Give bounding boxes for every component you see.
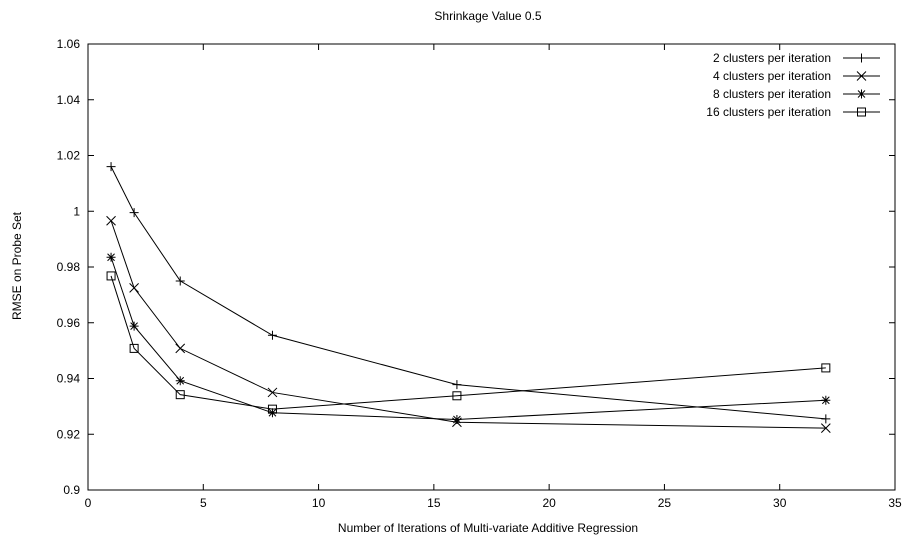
data-point-star <box>452 414 462 424</box>
y-tick-label: 0.92 <box>57 427 81 441</box>
data-point-star <box>106 252 116 262</box>
data-point-star <box>175 376 185 386</box>
data-point-cross <box>267 387 278 398</box>
legend: 2 clusters per iteration 4 clusters per i… <box>706 51 880 119</box>
data-point-star <box>821 395 831 405</box>
data-point-cross <box>175 343 186 354</box>
series-4 <box>106 271 831 414</box>
legend-entry: 4 clusters per iteration <box>713 69 880 83</box>
data-point-square <box>129 343 139 353</box>
y-tick-label: 0.9 <box>63 483 80 497</box>
series-layer <box>106 162 831 433</box>
data-point-square <box>452 391 462 401</box>
legend-entry: 16 clusters per iteration <box>706 105 880 119</box>
chart-title: Shrinkage Value 0.5 <box>434 9 542 23</box>
series-line <box>110 220 826 429</box>
data-point-square <box>821 363 831 373</box>
y-tick-label: 1 <box>73 204 80 218</box>
y-tick-label: 0.96 <box>57 316 81 330</box>
legend-label: 16 clusters per iteration <box>706 105 831 119</box>
data-point-star <box>129 321 139 331</box>
x-tick-label: 15 <box>427 496 441 510</box>
y-tick-label: 1.06 <box>57 37 81 51</box>
y-tick-label: 1.02 <box>57 149 81 163</box>
legend-marker <box>856 71 867 81</box>
y-axis-label: RMSE on Probe Set <box>10 211 24 320</box>
x-tick-label: 0 <box>85 496 92 510</box>
data-point-plus <box>821 414 831 424</box>
axis-ticks: 0 5 10 15 20 25 30 35 0.9 0.92 0.94 0.96 0.98 1 1.02 1.… <box>57 37 902 510</box>
data-point-square <box>267 404 277 414</box>
data-point-square <box>175 390 185 400</box>
series-line <box>110 257 826 420</box>
x-tick-label: 20 <box>542 496 556 510</box>
data-point-plus <box>129 208 139 218</box>
data-point-plus <box>106 162 116 172</box>
data-point-plus <box>267 330 277 340</box>
legend-marker <box>857 53 866 63</box>
data-point-plus <box>175 276 185 286</box>
legend-label: 4 clusters per iteration <box>713 69 831 83</box>
series-line <box>110 166 826 420</box>
data-point-square <box>106 271 116 281</box>
legend-label: 8 clusters per iteration <box>713 87 831 101</box>
legend-entry: 8 clusters per iteration <box>713 87 880 101</box>
legend-entry: 2 clusters per iteration <box>713 51 880 65</box>
data-point-plus <box>452 380 462 390</box>
x-tick-label: 35 <box>888 496 902 510</box>
x-axis-label: Number of Iterations of Multi-variate Ad… <box>338 521 638 535</box>
legend-label: 2 clusters per iteration <box>713 51 831 65</box>
x-tick-label: 25 <box>658 496 672 510</box>
x-tick-label: 30 <box>773 496 787 510</box>
y-tick-label: 0.94 <box>57 372 81 386</box>
data-point-cross <box>820 423 831 433</box>
legend-marker <box>857 89 866 99</box>
x-tick-label: 5 <box>200 496 207 510</box>
x-tick-label: 10 <box>312 496 326 510</box>
series-line <box>110 275 826 410</box>
data-point-cross <box>129 283 139 293</box>
series-3 <box>106 252 831 424</box>
legend-marker <box>857 107 866 117</box>
y-tick-label: 0.98 <box>57 260 81 274</box>
y-tick-label: 1.04 <box>57 93 81 107</box>
series-1 <box>106 162 831 424</box>
data-point-cross <box>106 215 116 226</box>
